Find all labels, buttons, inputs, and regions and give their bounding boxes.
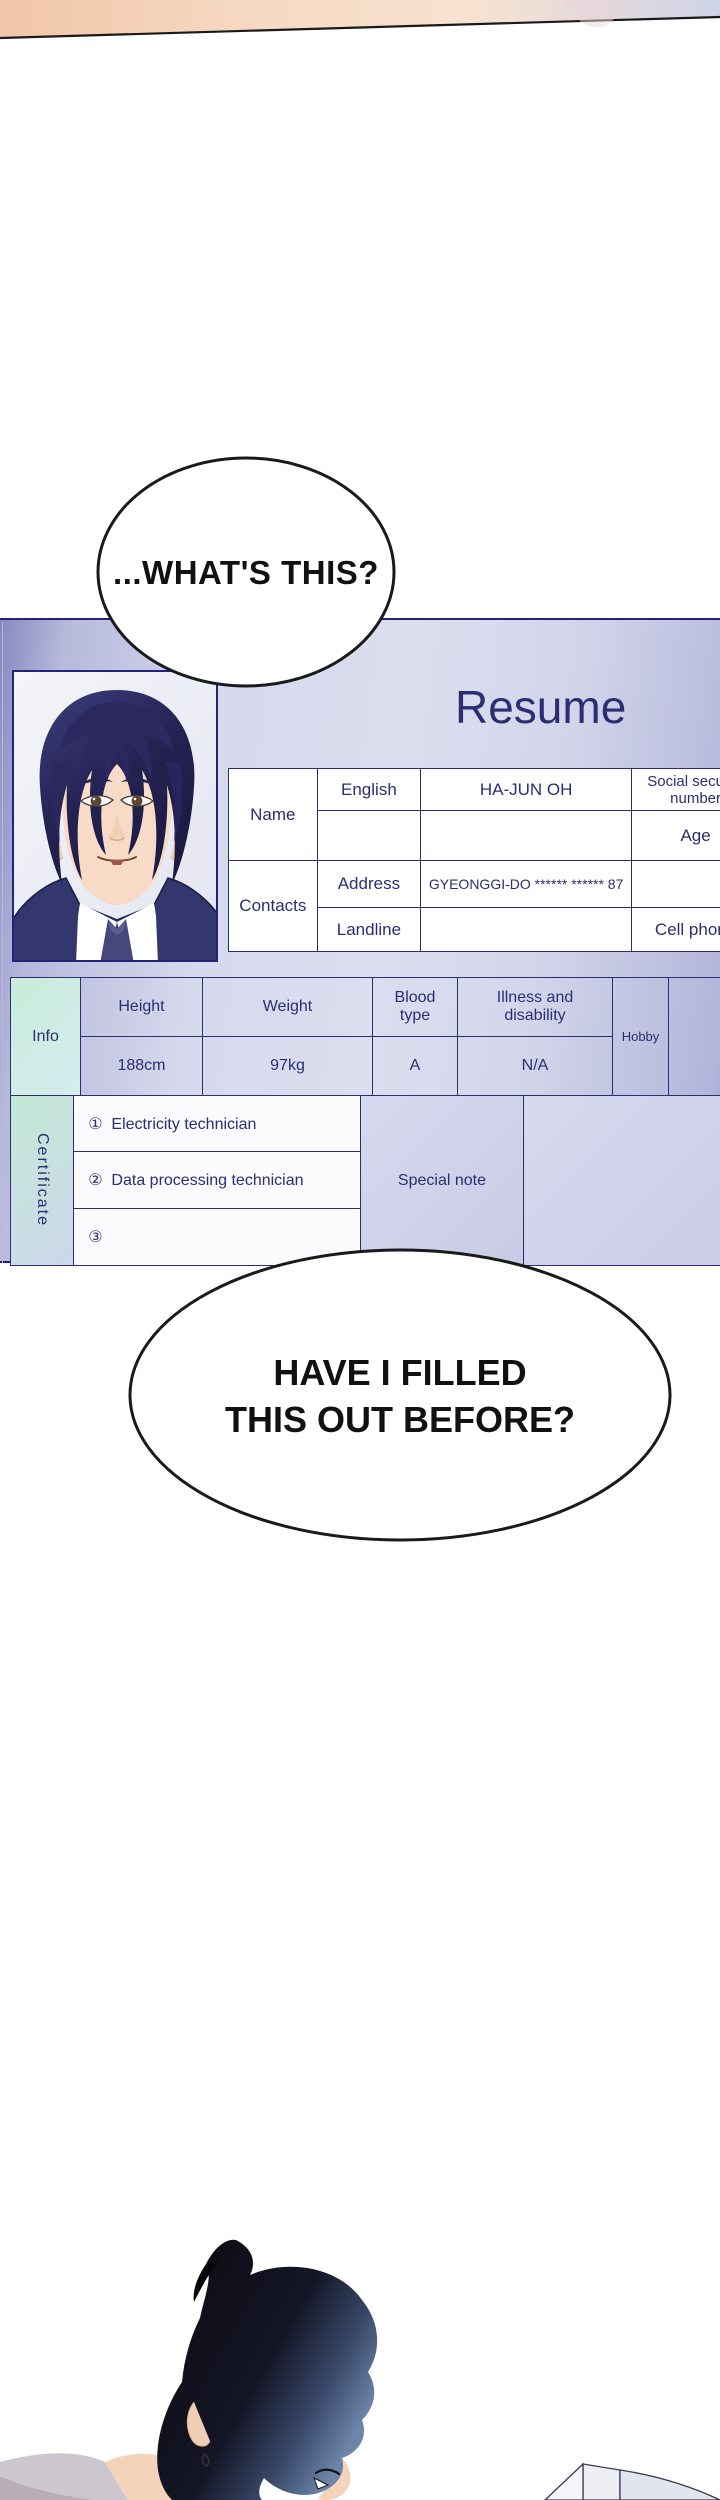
svg-text:THIS OUT BEFORE?: THIS OUT BEFORE? [225, 1399, 575, 1440]
svg-text:HAVE I FILLED: HAVE I FILLED [273, 1352, 526, 1393]
